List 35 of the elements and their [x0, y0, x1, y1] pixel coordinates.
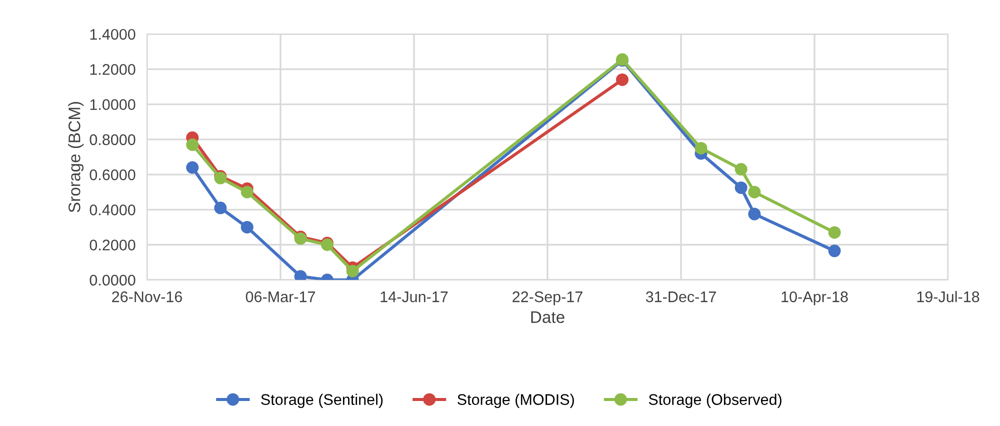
y-tick-label: 0.6000	[90, 169, 136, 180]
y-tick-label: 1.4000	[90, 28, 136, 40]
legend-label: Storage (MODIS)	[458, 394, 574, 408]
y-axis-title: Srorage (BCM)	[68, 102, 84, 212]
x-tick-label: 14-Jun-17	[380, 292, 448, 302]
legend-label: Storage (Sentinel)	[261, 394, 383, 408]
point	[240, 220, 254, 234]
point	[294, 270, 307, 280]
x-tick-label: 06-Mar-17	[246, 291, 315, 302]
x-axis-title: Date	[531, 311, 564, 324]
x-tick-label: 31-Dec-17	[646, 291, 716, 302]
y-tick-label: 0.0000	[90, 274, 136, 286]
point	[186, 138, 199, 151]
point	[734, 181, 748, 194]
point	[186, 161, 199, 174]
y-tick-label: 1.0000	[90, 99, 136, 110]
point	[828, 244, 841, 258]
point	[734, 163, 748, 176]
point	[240, 186, 254, 198]
y-tick-label: 0.2000	[90, 240, 136, 250]
point	[748, 208, 761, 220]
point	[346, 264, 359, 278]
point	[748, 186, 761, 198]
x-tick-label: 10-Apr-18	[782, 291, 848, 306]
x-tick-label: 26-Nov-16	[112, 291, 182, 302]
y-tick-label: 0.4000	[90, 204, 136, 216]
point	[214, 202, 227, 214]
y-tick-label: 1.2000	[90, 64, 136, 75]
point	[616, 73, 629, 86]
y-tick-label: 0.8000	[90, 134, 136, 146]
legend-label: Storage (Observed)	[648, 394, 782, 408]
point	[694, 142, 708, 154]
point	[828, 226, 841, 239]
x-tick-label: 22-Sep-17	[512, 291, 582, 306]
x-tick-label: 19-Jul-18	[917, 290, 980, 302]
